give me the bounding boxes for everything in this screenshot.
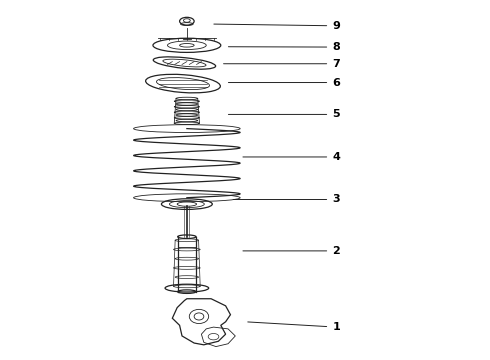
Text: 9: 9 xyxy=(214,21,340,31)
Text: 3: 3 xyxy=(233,194,340,204)
Text: 2: 2 xyxy=(243,246,340,256)
Text: 4: 4 xyxy=(243,152,340,162)
Text: 6: 6 xyxy=(228,77,340,87)
Text: 1: 1 xyxy=(248,322,340,332)
Text: 8: 8 xyxy=(228,42,340,52)
Text: 5: 5 xyxy=(228,109,340,120)
Text: 7: 7 xyxy=(223,59,340,69)
